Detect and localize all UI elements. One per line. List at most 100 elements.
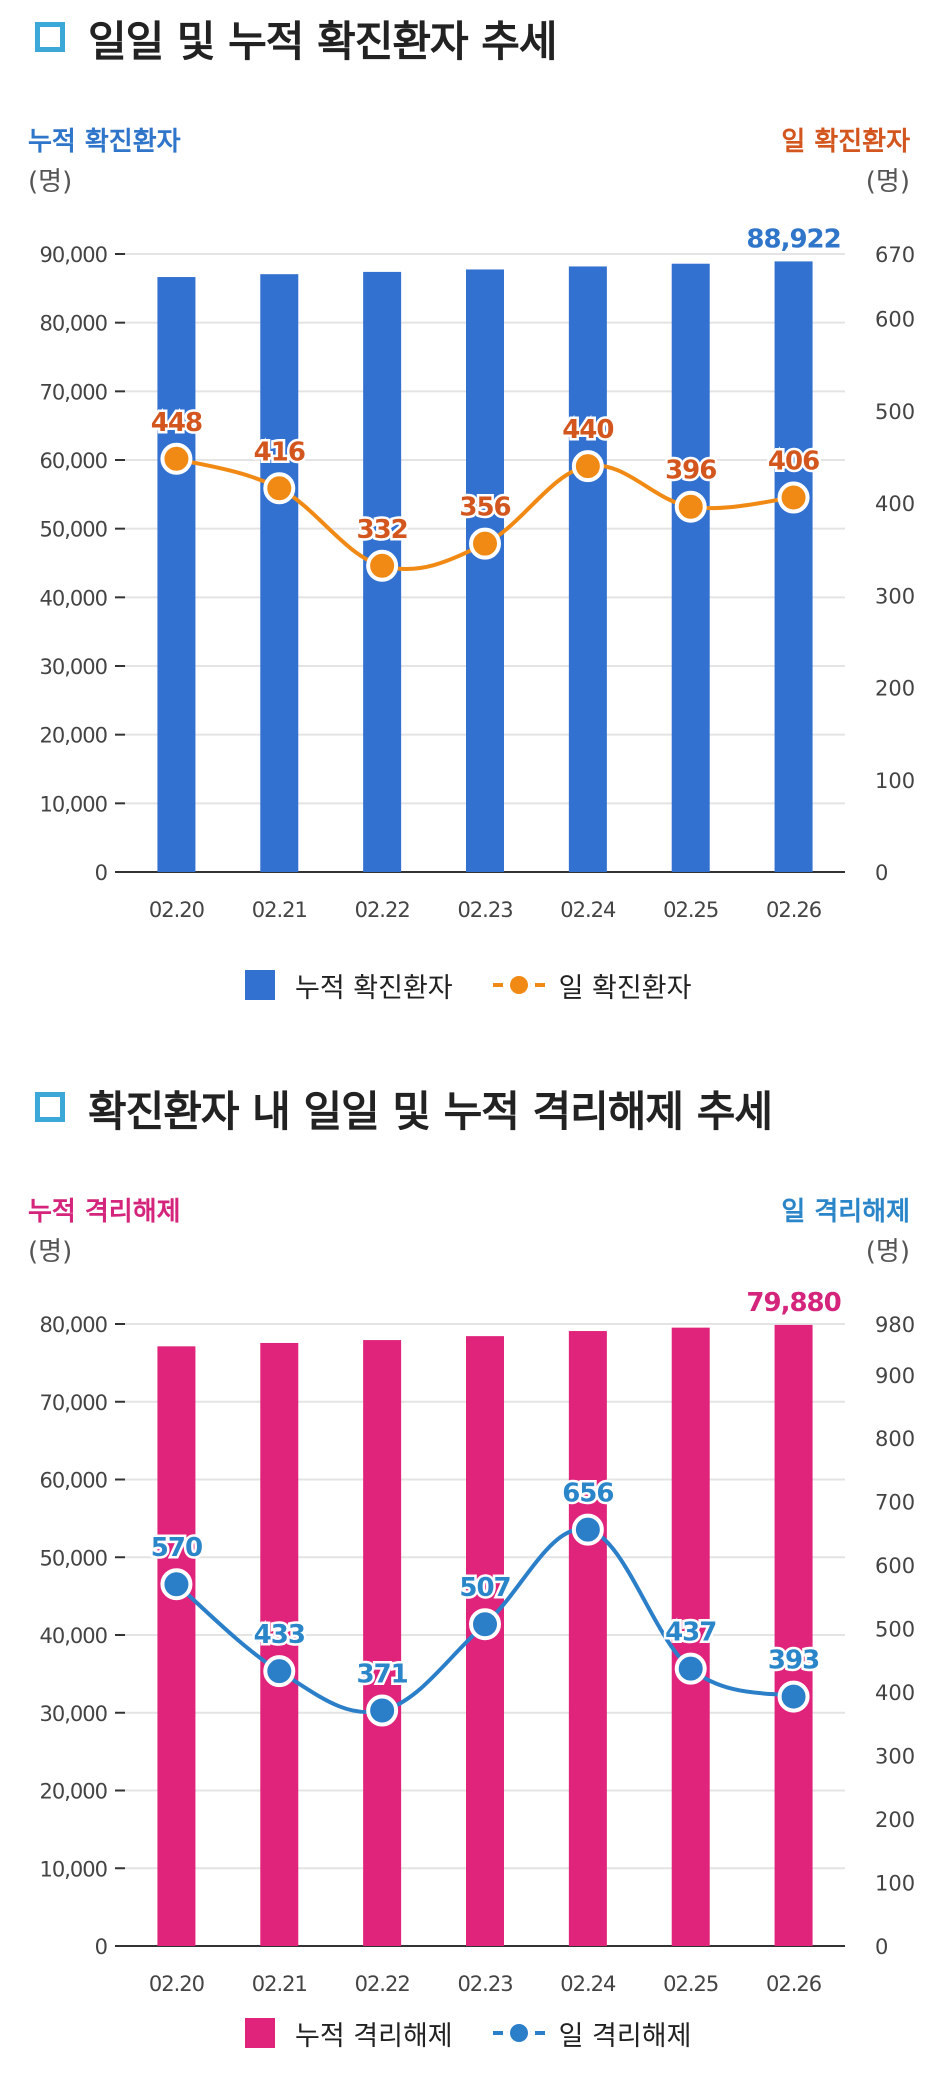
right-tick-label: 980 — [875, 1313, 915, 1337]
chart-section-released: 확진환자 내 일일 및 누적 격리해제 추세 누적 격리해제 (명) 일 격리해… — [0, 1070, 938, 2098]
confirmed-cases-chart: 누적 확진환자 (명) 일 확진환자 (명) 0 10,000 20,000 30,0… — [28, 127, 915, 922]
left-tick-label: 40,000 — [40, 1624, 107, 1648]
line-data-label: 416 — [254, 437, 305, 467]
right-tick-label: 900 — [875, 1364, 915, 1388]
title-square-icon — [35, 22, 65, 52]
bar — [568, 1331, 607, 1946]
right-tick-label: 200 — [875, 677, 915, 701]
legend-line-swatch — [492, 2018, 545, 2048]
bar-data-label: 88,922 — [746, 224, 840, 254]
line-point — [366, 1694, 399, 1727]
x-tick-label: 02.22 — [355, 1972, 410, 1996]
bar — [157, 1346, 196, 1946]
right-tick-label: 600 — [875, 1554, 915, 1578]
legend-bar-swatch — [245, 970, 275, 1000]
right-tick-label: 400 — [875, 1681, 915, 1705]
bar — [466, 1336, 504, 1946]
right-tick-label: 670 — [875, 243, 915, 267]
right-tick-label: 700 — [875, 1491, 915, 1515]
bar — [671, 1327, 710, 1946]
x-tick-label: 02.21 — [252, 898, 307, 922]
left-axis-unit: (명) — [28, 1237, 72, 1267]
right-tick-label: 300 — [875, 1745, 915, 1769]
line-data-label: 440 — [562, 415, 613, 445]
line-point — [366, 549, 399, 582]
line-point — [469, 527, 501, 560]
right-tick-label: 200 — [875, 1808, 915, 1832]
left-tick-label: 70,000 — [40, 1391, 107, 1415]
left-tick-label: 20,000 — [40, 1780, 107, 1804]
title-square-icon — [35, 1092, 65, 1122]
legend-line-swatch — [492, 970, 545, 1000]
x-tick-label: 02.25 — [663, 1972, 718, 1996]
bar — [671, 263, 710, 873]
left-tick-label: 50,000 — [40, 518, 107, 542]
bar — [774, 261, 813, 872]
bar — [774, 1324, 813, 1946]
line-point — [263, 472, 296, 505]
x-tick-label: 02.20 — [149, 1972, 204, 1996]
right-tick-label: 0 — [875, 861, 888, 885]
right-tick-label: 100 — [875, 1872, 915, 1896]
right-tick-label: 800 — [875, 1427, 915, 1451]
x-tick-label: 02.26 — [766, 898, 822, 922]
left-tick-label: 20,000 — [40, 724, 107, 748]
x-tick-label: 02.20 — [149, 898, 204, 922]
line-data-label: 396 — [665, 456, 716, 486]
legend-bar-label: 누적 격리해제 — [295, 2020, 453, 2052]
left-axis-title: 누적 확진환자 — [28, 127, 181, 157]
line-point — [571, 1513, 604, 1546]
right-axis-unit: (명) — [866, 167, 910, 197]
left-tick-label: 80,000 — [40, 1313, 107, 1337]
left-tick-label: 40,000 — [40, 586, 107, 610]
left-tick-label: 50,000 — [40, 1546, 107, 1570]
right-axis-title: 일 확진환자 — [781, 127, 910, 157]
legend-item-bar: 누적 격리해제 — [245, 2014, 453, 2053]
left-tick-label: 30,000 — [40, 655, 107, 679]
section-title: 일일 및 누적 확진환자 추세 — [88, 17, 558, 66]
x-tick-label: 02.24 — [560, 1972, 616, 1996]
section-header: 일일 및 누적 확진환자 추세 — [0, 0, 938, 70]
line-point — [571, 450, 604, 483]
x-tick-label: 02.23 — [457, 1972, 512, 1996]
right-tick-label: 500 — [875, 400, 915, 424]
line-data-label: 393 — [768, 1646, 819, 1676]
left-tick-label: 0 — [95, 861, 107, 885]
left-tick-label: 60,000 — [40, 1469, 107, 1493]
x-tick-label: 02.24 — [560, 898, 616, 922]
line-point — [674, 490, 707, 523]
right-axis-unit: (명) — [866, 1237, 910, 1267]
line-point — [777, 1680, 810, 1713]
left-tick-label: 10,000 — [40, 792, 107, 816]
line-data-label: 656 — [562, 1479, 613, 1509]
x-tick-label: 02.26 — [766, 1972, 822, 1996]
line-point — [777, 481, 810, 514]
left-tick-label: 10,000 — [40, 1857, 107, 1881]
x-tick-label: 02.23 — [457, 898, 512, 922]
line-data-label: 332 — [357, 515, 408, 545]
line-data-label: 437 — [665, 1618, 716, 1648]
legend-item-bar: 누적 확진환자 — [245, 966, 453, 1005]
line-data-label: 371 — [357, 1660, 408, 1690]
left-axis-unit: (명) — [28, 167, 72, 197]
released-cases-chart: 누적 격리해제 (명) 일 격리해제 (명) 0 10,000 20,000 30,0… — [28, 1197, 915, 1996]
x-tick-label: 02.21 — [252, 1972, 307, 1996]
bar — [260, 1342, 299, 1946]
line-data-label: 356 — [459, 493, 510, 523]
left-tick-label: 30,000 — [40, 1702, 107, 1726]
left-tick-label: 80,000 — [40, 312, 107, 336]
right-tick-label: 300 — [875, 584, 915, 608]
line-data-label: 448 — [151, 408, 202, 438]
left-tick-label: 0 — [95, 1935, 107, 1959]
legend-bar-swatch — [245, 2018, 275, 2048]
line-point — [263, 1655, 296, 1688]
line-data-label: 570 — [151, 1533, 202, 1563]
bar — [568, 266, 607, 872]
bar — [157, 277, 196, 872]
left-tick-label: 60,000 — [40, 449, 107, 473]
bar — [363, 1340, 402, 1946]
section-header: 확진환자 내 일일 및 누적 격리해제 추세 — [0, 1070, 938, 1140]
left-tick-label: 90,000 — [40, 243, 107, 267]
legend-line-label: 일 확진환자 — [558, 972, 692, 1004]
legend-bar-label: 누적 확진환자 — [295, 972, 453, 1004]
